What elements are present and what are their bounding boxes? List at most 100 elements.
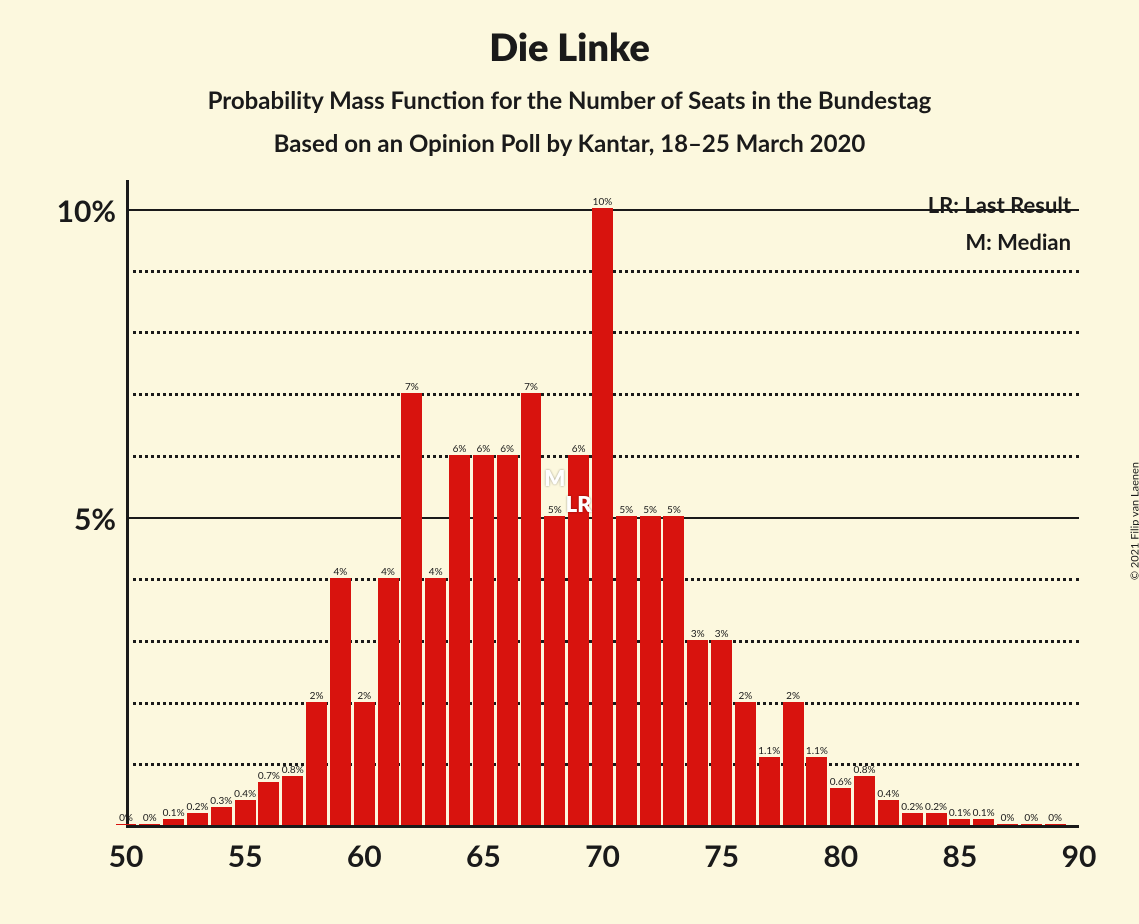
bar: 0.7%: [258, 782, 279, 825]
bar-label: 0.8%: [854, 764, 876, 776]
bar: 0.1%: [949, 819, 970, 825]
bar: 0.2%: [902, 813, 923, 825]
bar: 7%: [401, 393, 422, 825]
bar: 10%: [592, 208, 613, 825]
x-tick-label: 65: [466, 838, 501, 874]
x-tick-label: 60: [347, 838, 382, 874]
bar: 0.1%: [973, 819, 994, 825]
bar: 7%: [521, 393, 542, 825]
bar-label: 6%: [500, 443, 514, 455]
bar-label: 1.1%: [758, 745, 780, 757]
bar: 0%: [116, 824, 137, 825]
bar: 2%: [783, 702, 804, 825]
bar: 3%: [687, 640, 708, 825]
bar-label: 4%: [381, 566, 395, 578]
bar-label: 0.1%: [949, 807, 971, 819]
bar-label: 2%: [739, 690, 753, 702]
bar: 4%: [425, 578, 446, 825]
bar-label: 5%: [643, 504, 657, 516]
bar-label: 0.1%: [163, 807, 185, 819]
bar: 4%: [378, 578, 399, 825]
bar: 0.2%: [187, 813, 208, 825]
chart-container: Die Linke Probability Mass Function for …: [0, 0, 1139, 924]
x-tick-label: 90: [1062, 838, 1097, 874]
bar: 1.1%: [806, 757, 827, 825]
bar-label: 6%: [476, 443, 490, 455]
bar: 5%: [663, 516, 684, 825]
x-tick-label: 50: [109, 838, 144, 874]
bar: 6%: [497, 455, 518, 825]
bar: 4%: [330, 578, 351, 825]
bar: 0.6%: [830, 788, 851, 825]
bar-label: 6%: [572, 443, 586, 455]
bar-label: 0%: [1048, 812, 1062, 824]
chart-area: LR: Last Result M: Median 5%10%505560657…: [40, 180, 1099, 884]
bar: 3%: [711, 640, 732, 825]
chart-subtitle-2: Based on an Opinion Poll by Kantar, 18–2…: [0, 129, 1139, 158]
bar: 0.4%: [235, 800, 256, 825]
marker-lr: LR: [566, 490, 592, 517]
x-tick-label: 55: [228, 838, 263, 874]
bar-label: 0%: [1024, 812, 1038, 824]
bar-label: 4%: [333, 566, 347, 578]
chart-subtitle-1: Probability Mass Function for the Number…: [0, 86, 1139, 115]
bar: 6%: [449, 455, 470, 825]
bar-label: 0.4%: [234, 788, 256, 800]
bar: 5%: [640, 516, 661, 825]
bar-label: 7%: [524, 381, 538, 393]
bar-label: 0.1%: [973, 807, 995, 819]
bar: 0%: [139, 824, 160, 825]
x-tick-label: 80: [823, 838, 858, 874]
bar-label: 0%: [143, 812, 157, 824]
bar-label: 0.2%: [925, 801, 947, 813]
chart-title: Die Linke: [0, 0, 1139, 70]
bar-label: 0.4%: [877, 788, 899, 800]
bar-label: 3%: [691, 628, 705, 640]
bar-label: 5%: [667, 504, 681, 516]
bar-label: 5%: [548, 504, 562, 516]
bar-label: 0%: [1001, 812, 1015, 824]
bar: 2%: [735, 702, 756, 825]
bar: 2%: [354, 702, 375, 825]
bar-label: 7%: [405, 381, 419, 393]
bar-label: 2%: [786, 690, 800, 702]
bar: 1.1%: [759, 757, 780, 825]
x-tick-label: 85: [942, 838, 977, 874]
bars: 0%0%0.1%0.2%0.3%0.4%0.7%0.8%2%4%2%4%7%4%…: [126, 180, 1079, 828]
bar-label: 0.2%: [186, 801, 208, 813]
x-tick-label: 75: [704, 838, 739, 874]
bar-label: 4%: [429, 566, 443, 578]
y-tick-label: 10%: [57, 193, 116, 229]
bar: 0.3%: [211, 807, 232, 826]
bar: 0.8%: [282, 776, 303, 825]
bar-label: 2%: [310, 690, 324, 702]
bar: 0%: [1045, 824, 1066, 825]
bar-label: 5%: [619, 504, 633, 516]
bar-label: 3%: [715, 628, 729, 640]
marker-m: M: [544, 464, 565, 491]
bar: 0.2%: [926, 813, 947, 825]
bar-label: 0.6%: [830, 776, 852, 788]
bar-label: 0.2%: [901, 801, 923, 813]
y-tick-label: 5%: [74, 501, 116, 537]
plot-area: LR: Last Result M: Median 5%10%505560657…: [126, 180, 1079, 828]
bar: 0%: [997, 824, 1018, 825]
x-tick-label: 70: [585, 838, 620, 874]
bar-label: 2%: [357, 690, 371, 702]
bar: 5%: [544, 516, 565, 825]
bar-label: 0.8%: [282, 764, 304, 776]
bar-label: 10%: [593, 196, 613, 208]
bar: 0.4%: [878, 800, 899, 825]
bar-label: 0%: [119, 812, 133, 824]
bar: 0.8%: [854, 776, 875, 825]
bar: 2%: [306, 702, 327, 825]
bar: 5%: [616, 516, 637, 825]
bar-label: 0.7%: [258, 770, 280, 782]
bar: 6%: [473, 455, 494, 825]
bar: 0.1%: [163, 819, 184, 825]
bar-label: 6%: [453, 443, 467, 455]
copyright-text: © 2021 Filip van Laenen: [1129, 462, 1139, 580]
bar-label: 1.1%: [806, 745, 828, 757]
bar: 0%: [1021, 824, 1042, 825]
bar-label: 0.3%: [210, 795, 232, 807]
